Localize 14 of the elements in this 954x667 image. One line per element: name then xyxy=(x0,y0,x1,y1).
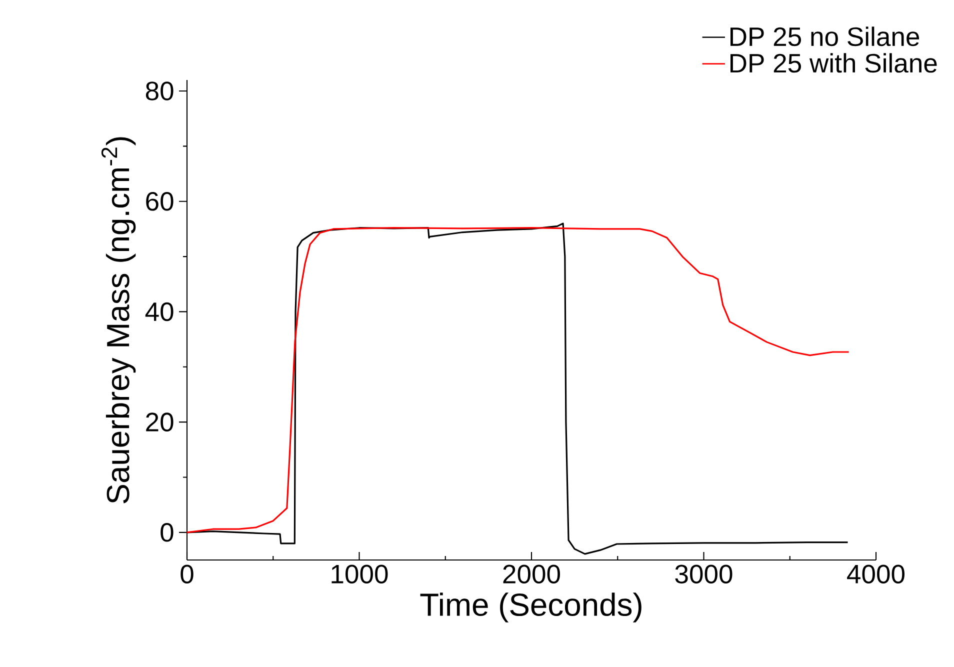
x-tick-label: 0 xyxy=(180,564,194,584)
x-axis-title: Time (Seconds) xyxy=(420,592,642,622)
legend-label: DP 25 no Silane xyxy=(730,26,920,46)
y-axis-title: Sauerbrey Mass (ng.cm$^{-2}$) xyxy=(101,137,136,504)
y-tick-label: 20 xyxy=(146,412,174,432)
x-tick-label: 4000 xyxy=(847,564,904,584)
y-tick-label: 60 xyxy=(146,192,174,211)
x-tick-label: 2000 xyxy=(503,564,560,584)
y-tick-label: 0 xyxy=(160,523,174,542)
y-tick-label: 80 xyxy=(146,82,174,100)
x-tick-label: 3000 xyxy=(675,564,732,584)
legend-label: DP 25 with Silane xyxy=(730,53,937,73)
x-tick-label: 1000 xyxy=(332,564,388,584)
y-tick-label: 40 xyxy=(145,302,174,322)
